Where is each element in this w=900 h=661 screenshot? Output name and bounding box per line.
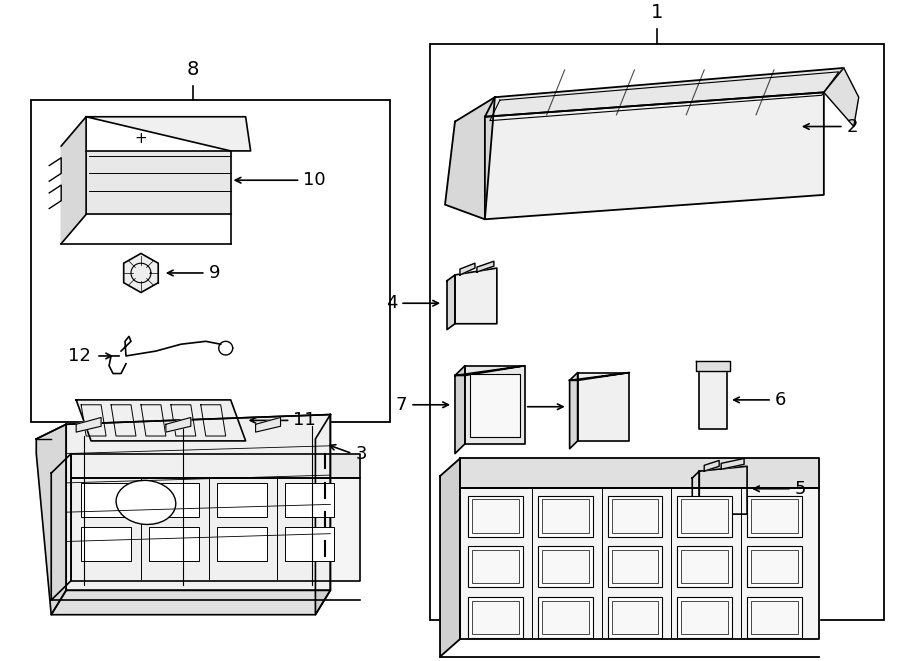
Bar xyxy=(752,550,798,584)
Bar xyxy=(472,500,518,533)
Bar xyxy=(81,527,131,561)
Bar xyxy=(468,496,523,537)
Bar xyxy=(611,500,659,533)
Polygon shape xyxy=(61,117,86,244)
Polygon shape xyxy=(315,414,330,615)
Polygon shape xyxy=(704,461,719,471)
Polygon shape xyxy=(51,590,330,615)
Polygon shape xyxy=(485,93,824,219)
Text: 11: 11 xyxy=(293,411,316,430)
Polygon shape xyxy=(697,361,730,371)
Text: 7: 7 xyxy=(396,396,407,414)
Polygon shape xyxy=(721,459,744,469)
Bar xyxy=(468,547,523,588)
Bar xyxy=(472,550,518,584)
Bar xyxy=(681,550,728,584)
Text: 10: 10 xyxy=(303,171,326,189)
Polygon shape xyxy=(570,373,629,380)
Bar xyxy=(284,483,335,517)
Polygon shape xyxy=(460,263,475,275)
Text: 9: 9 xyxy=(209,264,220,282)
Text: 4: 4 xyxy=(386,294,397,312)
Bar xyxy=(611,601,659,634)
Polygon shape xyxy=(824,68,859,126)
Bar xyxy=(217,527,266,561)
Polygon shape xyxy=(447,275,455,330)
Polygon shape xyxy=(460,459,819,488)
Bar xyxy=(608,496,662,537)
Polygon shape xyxy=(699,466,747,514)
Polygon shape xyxy=(86,151,230,214)
Polygon shape xyxy=(36,424,67,615)
Bar xyxy=(681,500,728,533)
Polygon shape xyxy=(465,366,525,444)
Text: 3: 3 xyxy=(356,445,367,463)
Text: 2: 2 xyxy=(847,118,859,136)
Bar xyxy=(611,550,659,584)
Polygon shape xyxy=(123,253,158,293)
Polygon shape xyxy=(460,488,819,639)
Bar xyxy=(470,373,520,437)
Ellipse shape xyxy=(116,481,176,524)
Polygon shape xyxy=(578,373,629,441)
Polygon shape xyxy=(445,97,495,219)
Bar xyxy=(430,44,884,619)
Bar xyxy=(608,597,662,638)
Text: 7: 7 xyxy=(510,398,522,416)
Text: 12: 12 xyxy=(68,347,91,365)
Bar xyxy=(472,601,518,634)
Polygon shape xyxy=(76,400,246,441)
Bar xyxy=(681,601,728,634)
Bar xyxy=(608,547,662,588)
Text: 6: 6 xyxy=(775,391,787,409)
Bar xyxy=(542,500,589,533)
Bar xyxy=(678,547,732,588)
Bar xyxy=(678,496,732,537)
Bar xyxy=(747,597,802,638)
Bar xyxy=(678,597,732,638)
Polygon shape xyxy=(440,459,460,656)
Text: 5: 5 xyxy=(795,480,806,498)
Text: 8: 8 xyxy=(186,59,199,79)
Text: +: + xyxy=(135,131,148,145)
Polygon shape xyxy=(67,414,330,590)
Bar xyxy=(747,496,802,537)
Polygon shape xyxy=(76,418,101,432)
Bar xyxy=(542,550,589,584)
Bar xyxy=(542,601,589,634)
Bar xyxy=(217,483,266,517)
Bar xyxy=(747,547,802,588)
Bar xyxy=(752,500,798,533)
Polygon shape xyxy=(699,371,727,429)
Bar xyxy=(284,527,335,561)
Bar xyxy=(537,597,592,638)
Polygon shape xyxy=(455,366,525,375)
Bar xyxy=(752,601,798,634)
Bar xyxy=(148,483,199,517)
Bar xyxy=(537,496,592,537)
Polygon shape xyxy=(570,373,578,449)
Polygon shape xyxy=(51,453,71,600)
Polygon shape xyxy=(71,478,360,580)
Bar xyxy=(468,597,523,638)
Text: 1: 1 xyxy=(651,3,663,22)
Polygon shape xyxy=(477,261,494,272)
Polygon shape xyxy=(71,453,360,478)
Polygon shape xyxy=(485,68,844,117)
Polygon shape xyxy=(86,117,250,151)
Polygon shape xyxy=(256,418,281,432)
Bar xyxy=(32,100,391,422)
Bar xyxy=(81,483,131,517)
Polygon shape xyxy=(455,366,465,453)
Polygon shape xyxy=(166,418,191,432)
Polygon shape xyxy=(692,471,699,521)
Polygon shape xyxy=(455,268,497,324)
Bar xyxy=(148,527,199,561)
Bar xyxy=(537,547,592,588)
